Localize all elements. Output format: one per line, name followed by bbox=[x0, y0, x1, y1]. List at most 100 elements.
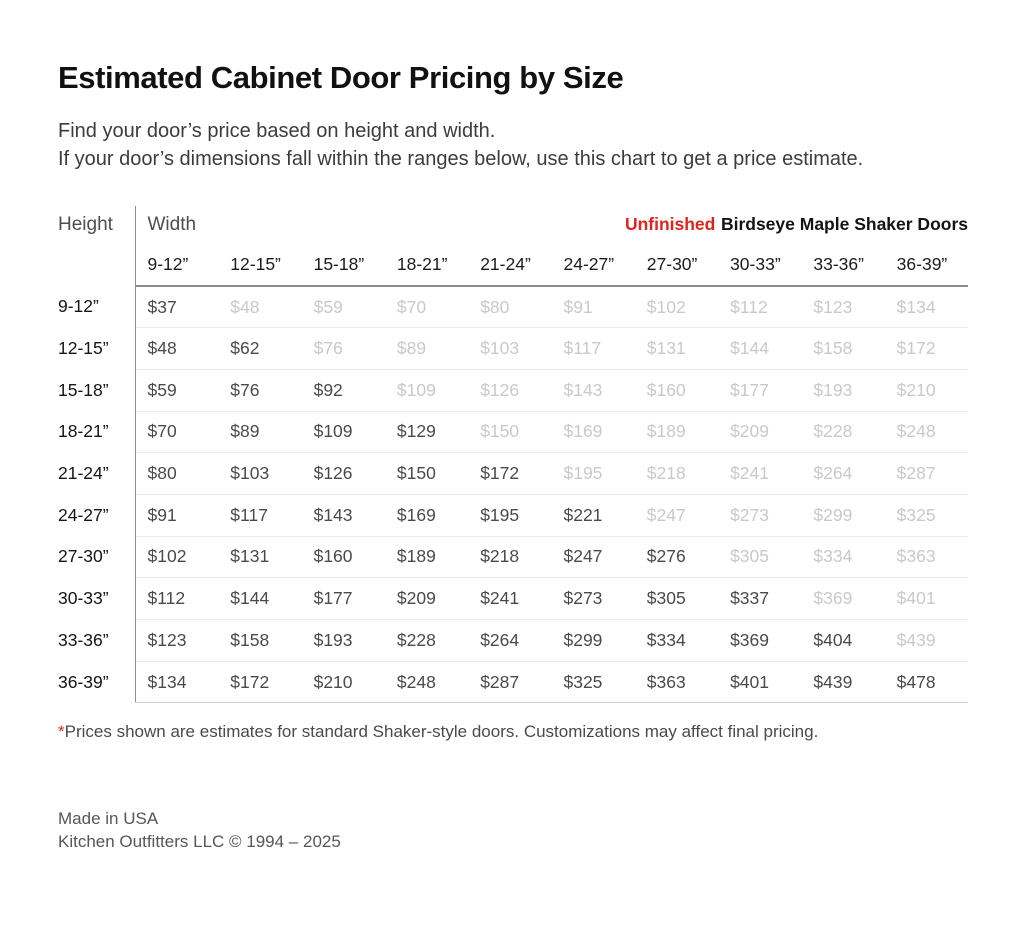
price-cell: $325 bbox=[551, 660, 635, 704]
price-cell: $299 bbox=[801, 493, 885, 537]
table-row: 18-21” $70 $89 $109 $129 $150 $169 $189 $209 $228… bbox=[58, 410, 968, 453]
price-cell: $325 bbox=[884, 493, 968, 537]
price-cell: $177 bbox=[718, 368, 802, 412]
price-cell: $276 bbox=[634, 535, 719, 578]
price-cell: $158 bbox=[218, 619, 302, 662]
table-row: 36-39” $134 $172 $210 $248 $287 $325 $363 $401 $4… bbox=[58, 660, 968, 704]
price-cell: $160 bbox=[634, 368, 719, 412]
price-cell: $70 bbox=[384, 285, 469, 328]
column-header: 21-24” bbox=[468, 244, 552, 287]
price-cell: $62 bbox=[218, 327, 302, 370]
price-cell: $123 bbox=[801, 285, 885, 328]
price-cell: $273 bbox=[551, 577, 635, 620]
price-cell: $158 bbox=[801, 327, 885, 370]
price-cell: $131 bbox=[634, 327, 719, 370]
price-cell: $48 bbox=[134, 327, 219, 370]
height-axis-label: Height bbox=[58, 214, 113, 235]
price-cell: $59 bbox=[301, 285, 385, 328]
price-cell: $228 bbox=[384, 619, 469, 662]
price-cell: $172 bbox=[884, 327, 968, 370]
row-header: 18-21” bbox=[58, 421, 109, 442]
price-cell: $210 bbox=[884, 368, 968, 412]
price-cell: $109 bbox=[384, 368, 469, 412]
price-cell: $248 bbox=[384, 660, 469, 704]
price-cell: $195 bbox=[468, 493, 552, 537]
price-cell: $143 bbox=[551, 368, 635, 412]
price-cell: $241 bbox=[718, 452, 802, 495]
price-cell: $218 bbox=[634, 452, 719, 495]
price-cell: $103 bbox=[468, 327, 552, 370]
price-cell: $305 bbox=[718, 535, 802, 578]
column-header-row: 9-12” 12-15” 15-18” 18-21” 21-24” 24-27” 27-30… bbox=[58, 244, 968, 287]
price-cell: $264 bbox=[468, 619, 552, 662]
price-cell: $91 bbox=[551, 285, 635, 328]
price-cell: $369 bbox=[718, 619, 802, 662]
price-cell: $91 bbox=[134, 493, 219, 537]
price-cell: $131 bbox=[218, 535, 302, 578]
price-cell: $334 bbox=[634, 619, 719, 662]
column-header: 36-39” bbox=[884, 244, 968, 287]
product-name-label: Birdseye Maple Shaker Doors bbox=[720, 214, 968, 234]
row-header: 9-12” bbox=[58, 296, 99, 317]
table-row: 9-12” $37 $48 $59 $70 $80 $91 $102 $112 $123 $134 bbox=[58, 285, 968, 328]
table-meta-cell: Width Unfinished Birdseye Maple Shaker Do… bbox=[134, 206, 968, 244]
price-cell: $478 bbox=[884, 660, 968, 704]
price-cell: $221 bbox=[551, 493, 635, 537]
price-cell: $92 bbox=[301, 368, 385, 412]
subtitle-line-2: If your door’s dimensions fall within th… bbox=[58, 148, 864, 170]
table-row: 24-27” $91 $117 $143 $169 $195 $221 $247 $273 $29… bbox=[58, 493, 968, 537]
footer: Made in USA Kitchen Outfitters LLC © 199… bbox=[58, 808, 968, 853]
price-cell: $59 bbox=[134, 368, 219, 412]
row-header: 33-36” bbox=[58, 629, 109, 650]
price-cell: $150 bbox=[384, 452, 469, 495]
row-header: 12-15” bbox=[58, 338, 109, 359]
corner-cell bbox=[58, 244, 135, 286]
table-meta-row: Height Width Unfinished Birdseye Maple Sh… bbox=[58, 206, 968, 244]
price-cell: $193 bbox=[801, 368, 885, 412]
price-cell: $144 bbox=[718, 327, 802, 370]
product-finish-label: Unfinished bbox=[624, 214, 716, 234]
price-cell: $112 bbox=[134, 577, 219, 620]
pricing-table: Height Width Unfinished Birdseye Maple Sh… bbox=[58, 206, 968, 704]
table-row: 27-30” $102 $131 $160 $189 $218 $247 $276 $305 $3… bbox=[58, 535, 968, 578]
row-header: 21-24” bbox=[58, 463, 109, 484]
price-cell: $129 bbox=[384, 410, 469, 453]
price-cell: $76 bbox=[301, 327, 385, 370]
price-cell: $209 bbox=[384, 577, 469, 620]
price-cell: $172 bbox=[468, 452, 552, 495]
price-cell: $80 bbox=[134, 452, 219, 495]
price-cell: $80 bbox=[468, 285, 552, 328]
row-header: 27-30” bbox=[58, 546, 109, 567]
price-cell: $401 bbox=[884, 577, 968, 620]
price-cell: $70 bbox=[134, 410, 219, 453]
price-cell: $89 bbox=[218, 410, 302, 453]
price-cell: $76 bbox=[218, 368, 302, 412]
footnote: *Prices shown are estimates for standard… bbox=[58, 722, 968, 742]
price-cell: $134 bbox=[134, 660, 219, 704]
column-header: 24-27” bbox=[551, 244, 635, 287]
price-cell: $48 bbox=[218, 285, 302, 328]
price-cell: $369 bbox=[801, 577, 885, 620]
price-cell: $404 bbox=[801, 619, 885, 662]
copyright-label: Kitchen Outfitters LLC © 1994 – 2025 bbox=[58, 831, 341, 851]
price-cell: $193 bbox=[301, 619, 385, 662]
price-cell: $169 bbox=[384, 493, 469, 537]
price-cell: $169 bbox=[551, 410, 635, 453]
price-cell: $172 bbox=[218, 660, 302, 704]
price-cell: $210 bbox=[301, 660, 385, 704]
price-cell: $117 bbox=[218, 493, 302, 537]
price-cell: $363 bbox=[884, 535, 968, 578]
made-in-label: Made in USA bbox=[58, 809, 159, 829]
table-row: 12-15” $48 $62 $76 $89 $103 $117 $131 $144 $158 $1… bbox=[58, 327, 968, 370]
price-cell: $195 bbox=[551, 452, 635, 495]
footnote-asterisk: * bbox=[58, 722, 65, 742]
price-cell: $264 bbox=[801, 452, 885, 495]
column-header: 15-18” bbox=[301, 244, 385, 287]
price-cell: $334 bbox=[801, 535, 885, 578]
price-cell: $247 bbox=[551, 535, 635, 578]
price-cell: $401 bbox=[718, 660, 802, 704]
column-header: 12-15” bbox=[218, 244, 302, 287]
price-cell: $209 bbox=[718, 410, 802, 453]
price-cell: $299 bbox=[551, 619, 635, 662]
row-header: 24-27” bbox=[58, 504, 109, 525]
